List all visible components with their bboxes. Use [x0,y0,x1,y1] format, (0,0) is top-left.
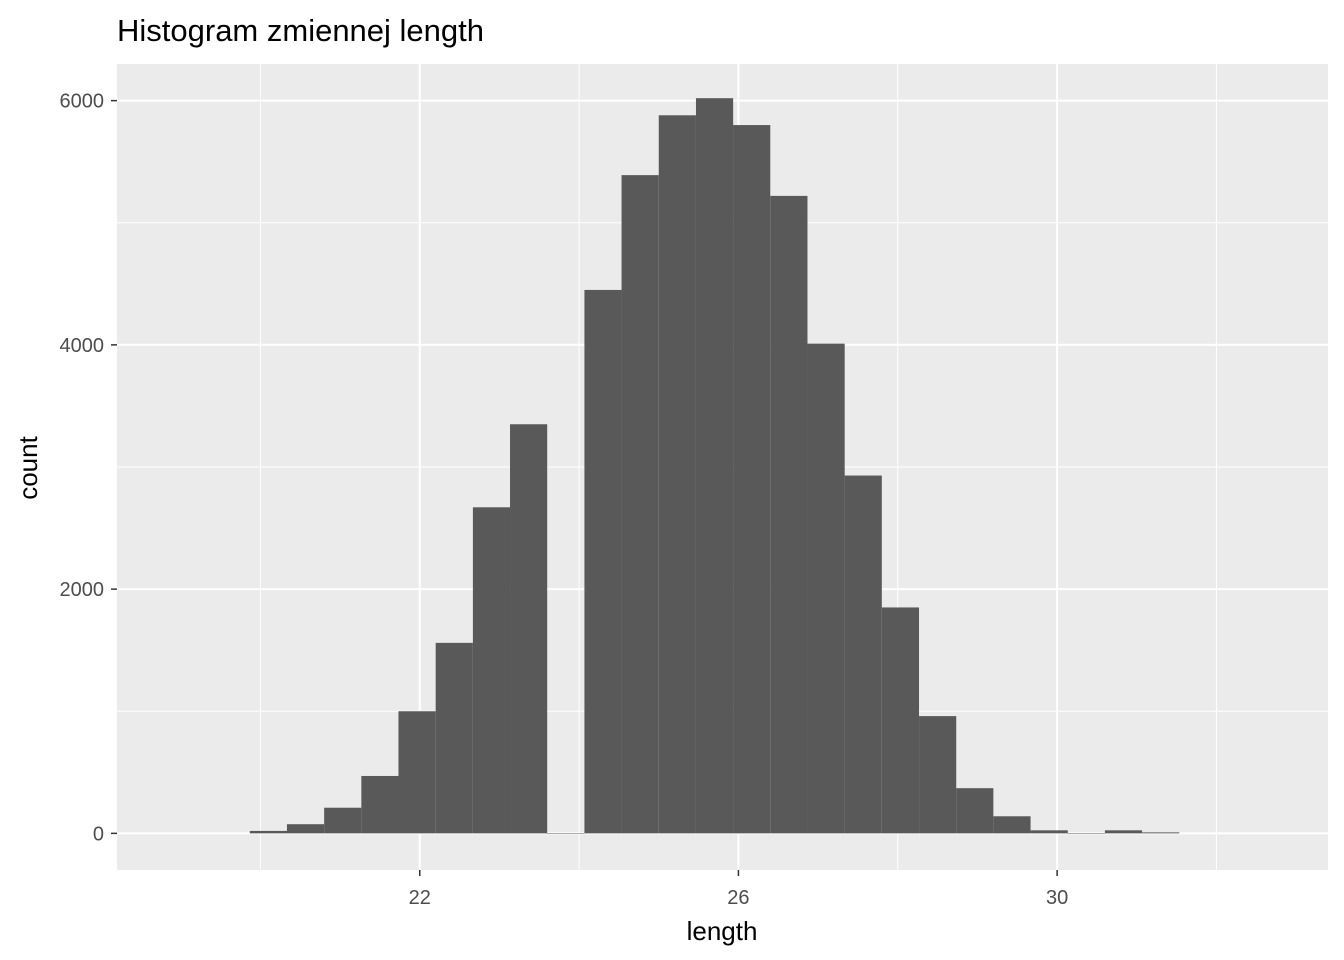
histogram-bar [658,115,696,834]
y-tick-label: 2000 [60,579,105,601]
histogram-bar [398,711,436,834]
histogram-bar [1067,833,1105,834]
histogram-bar [695,98,734,834]
y-tick-label: 4000 [60,335,105,357]
histogram-bar [249,830,287,834]
histogram-bar [472,507,511,834]
x-axis-title: length [687,916,758,946]
histogram-bar [919,716,957,834]
x-axis: 22 26 30 [409,870,1068,909]
histogram-bar [547,833,585,834]
histogram-bars [249,98,1180,834]
y-axis: 0 2000 4000 6000 [60,91,117,845]
histogram-bar [993,816,1031,834]
histogram-bar [807,343,845,834]
histogram-bar [844,475,882,834]
histogram-bar [956,788,994,834]
histogram-bar [881,607,920,834]
histogram-bar [621,175,659,834]
histogram-bar [584,289,622,834]
histogram-bar [1142,832,1180,834]
x-tick-label: 22 [409,887,431,909]
histogram-bar [770,195,808,834]
y-tick-label: 0 [93,823,104,845]
histogram-bar [1030,830,1068,834]
y-axis-title: count [13,435,43,499]
histogram-bar [1104,830,1143,834]
histogram-bar [286,824,325,834]
histogram-bar [435,642,473,834]
histogram-bar [510,424,548,834]
y-tick-label: 6000 [60,91,105,113]
histogram-bar [324,807,362,834]
x-tick-label: 30 [1046,887,1068,909]
x-tick-label: 26 [727,887,749,909]
histogram-bar [361,775,399,834]
histogram-bar [733,125,771,834]
chart-title: Histogram zmiennej length [117,13,484,48]
